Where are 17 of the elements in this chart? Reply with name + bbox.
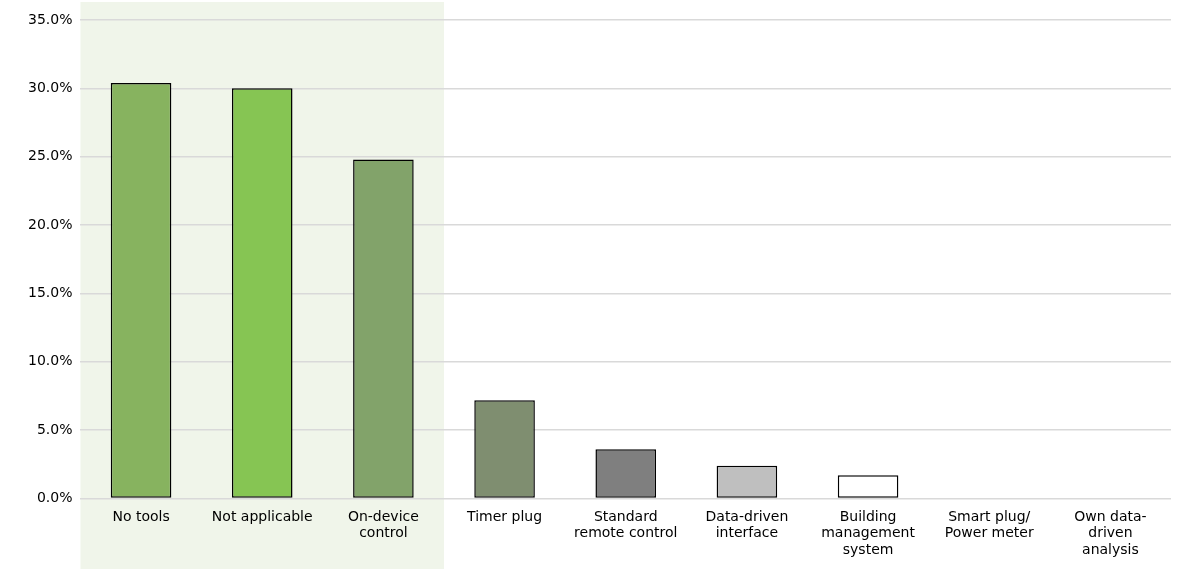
y-tick-label: 10.0% bbox=[27, 352, 73, 369]
y-tick-label: 35.0% bbox=[27, 10, 73, 27]
y-tick-label: 30.0% bbox=[27, 79, 73, 96]
y-tick-label: 0.0% bbox=[36, 489, 73, 506]
x-tick-label: Standard remote control bbox=[574, 507, 678, 541]
x-tick-label: No tools bbox=[112, 507, 170, 524]
y-tick-label: 15.0% bbox=[27, 284, 73, 301]
y-tick-label: 25.0% bbox=[27, 147, 73, 164]
x-tick-label: Timer plug bbox=[466, 507, 543, 524]
x-tick-label: Own data-driven analysis bbox=[1074, 507, 1147, 558]
x-tick-label: On-device control bbox=[347, 507, 419, 541]
y-tick-label: 20.0% bbox=[27, 215, 73, 232]
x-tick-label: Building management system bbox=[821, 507, 916, 558]
x-tick-label: Data-driven interface bbox=[705, 507, 789, 541]
x-tick-label: Smart plug/Power meter bbox=[944, 507, 1034, 541]
x-tick-label: Not applicable bbox=[211, 507, 313, 524]
y-tick-label: 5.0% bbox=[36, 420, 73, 437]
